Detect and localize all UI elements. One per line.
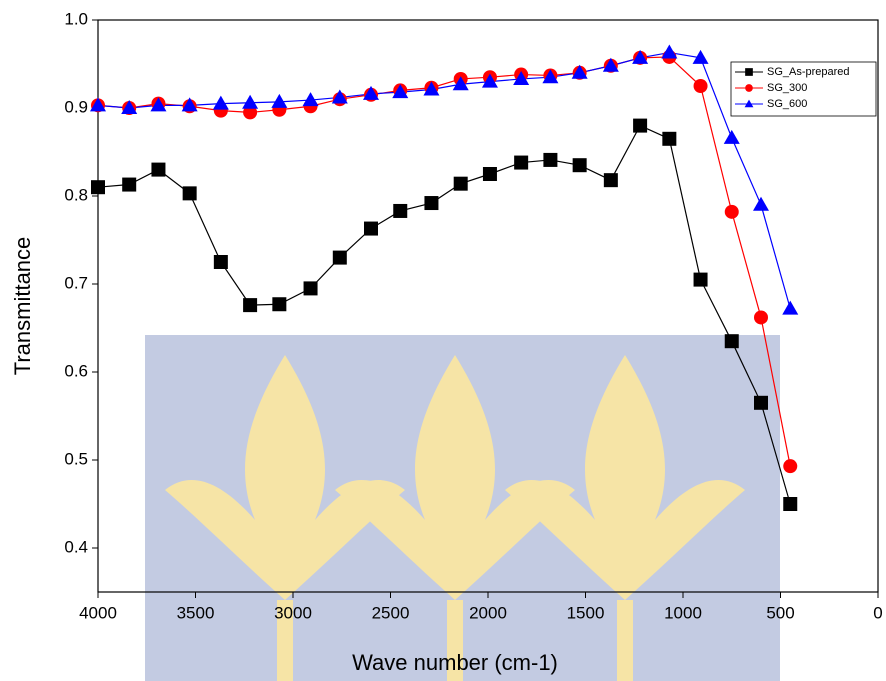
- x-tick-label: 1500: [567, 603, 605, 622]
- data-point: [271, 93, 288, 108]
- data-point: [364, 221, 378, 236]
- x-tick-label: 3500: [177, 603, 215, 622]
- data-point: [783, 497, 798, 511]
- data-point: [753, 196, 769, 211]
- data-point: [423, 81, 440, 96]
- data-point: [122, 177, 137, 192]
- y-tick-label: 0.9: [64, 97, 88, 116]
- data-point: [724, 204, 739, 219]
- legend-marker: [745, 68, 753, 76]
- data-point: [543, 152, 558, 167]
- data-point: [723, 129, 740, 144]
- data-point: [392, 84, 409, 99]
- data-point: [514, 155, 529, 170]
- data-point: [542, 69, 559, 84]
- data-point: [662, 131, 677, 146]
- data-point: [182, 186, 197, 201]
- data-point: [363, 85, 379, 100]
- data-point: [572, 158, 587, 173]
- x-tick-label: 3000: [274, 603, 312, 622]
- data-point: [151, 162, 166, 177]
- x-tick-label: 2000: [469, 603, 507, 622]
- legend-box: [730, 61, 877, 117]
- data-point: [693, 79, 708, 93]
- data-point: [393, 203, 408, 218]
- data-point: [481, 73, 498, 88]
- data-point: [181, 97, 198, 112]
- data-point: [724, 334, 739, 349]
- data-point: [632, 49, 649, 64]
- y-tick-label: 0.7: [64, 273, 88, 292]
- x-tick-label: 500: [766, 603, 794, 622]
- y-tick-label: 1.0: [64, 9, 88, 28]
- series-line: [97, 51, 791, 309]
- x-axis-label: Wave number (cm-1): [352, 650, 558, 675]
- data-point: [331, 89, 348, 104]
- data-point: [212, 95, 229, 110]
- data-point: [242, 94, 259, 109]
- y-tick-label: 0.4: [64, 537, 88, 556]
- data-point: [513, 70, 530, 85]
- data-point: [782, 300, 799, 315]
- data-point: [571, 64, 588, 79]
- legend-marker: [744, 99, 754, 108]
- data-point: [754, 395, 768, 410]
- legend-marker: [745, 84, 753, 92]
- data-point: [332, 250, 347, 265]
- series-line: [97, 124, 791, 505]
- data-point: [303, 281, 318, 296]
- data-point: [783, 459, 798, 474]
- x-tick-label: 4000: [79, 603, 117, 622]
- y-tick-label: 0.5: [64, 449, 88, 468]
- data-point: [302, 92, 319, 107]
- data-point: [424, 196, 439, 211]
- data-point: [692, 49, 709, 64]
- x-tick-label: 0: [873, 603, 882, 622]
- y-tick-label: 0.8: [64, 185, 88, 204]
- legend-label: SG_As-prepared: [767, 66, 850, 78]
- data-point: [213, 255, 228, 269]
- data-point: [91, 180, 105, 195]
- y-axis-label: Transmittance: [10, 237, 35, 376]
- watermark: [145, 335, 780, 681]
- data-point: [602, 57, 619, 72]
- legend-label: SG_300: [767, 82, 807, 94]
- data-point: [603, 173, 618, 188]
- data-point: [150, 97, 167, 112]
- data-point: [243, 105, 258, 120]
- x-tick-label: 2500: [372, 603, 410, 622]
- data-point: [661, 44, 678, 59]
- data-point: [453, 176, 468, 191]
- data-point: [452, 76, 469, 91]
- data-point: [121, 100, 138, 114]
- data-point: [482, 167, 497, 181]
- x-tick-label: 1000: [664, 603, 702, 622]
- y-tick-label: 0.6: [64, 361, 88, 380]
- legend-label: SG_600: [767, 98, 807, 110]
- data-point: [633, 118, 648, 133]
- data-point: [90, 97, 106, 112]
- data-point: [754, 310, 768, 325]
- data-point: [693, 272, 708, 287]
- data-point: [272, 297, 287, 312]
- data-point: [243, 298, 258, 313]
